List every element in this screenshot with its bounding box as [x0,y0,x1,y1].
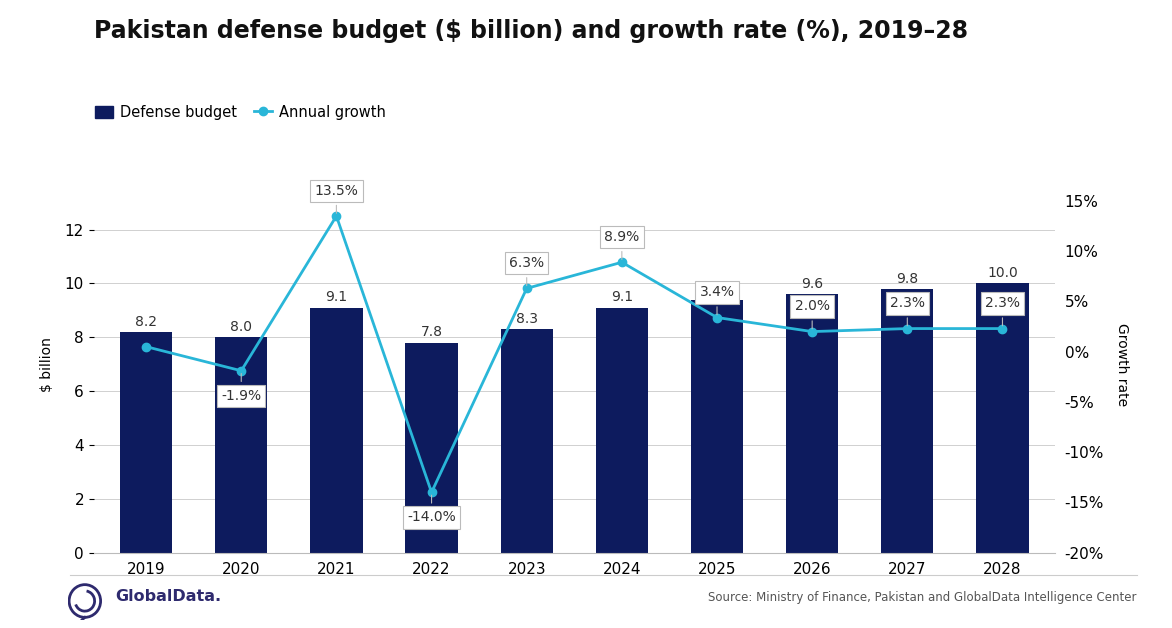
Bar [786,295,838,553]
Y-axis label: $ billion: $ billion [40,337,54,392]
Text: 9.1: 9.1 [611,291,633,305]
Legend: Defense budget, Annual growth: Defense budget, Annual growth [95,105,386,119]
Text: 3.4%: 3.4% [700,286,735,315]
Text: Source: Ministry of Finance, Pakistan and GlobalData Intelligence Center: Source: Ministry of Finance, Pakistan an… [708,591,1137,604]
Text: -1.9%: -1.9% [222,374,261,403]
Text: 8.3: 8.3 [516,312,538,326]
Text: 8.0: 8.0 [230,320,252,334]
Text: 8.2: 8.2 [135,315,157,328]
Bar [216,337,267,553]
Bar [881,289,933,553]
Bar [690,300,743,553]
Text: Pakistan defense budget ($ billion) and growth rate (%), 2019–28: Pakistan defense budget ($ billion) and … [94,19,968,43]
Bar [595,308,648,553]
Text: 9.8: 9.8 [897,272,919,286]
Text: 10.0: 10.0 [987,266,1017,280]
Text: -14.0%: -14.0% [407,495,456,524]
Text: 13.5%: 13.5% [314,184,359,214]
Text: 2.0%: 2.0% [795,300,830,329]
Text: 9.4: 9.4 [706,283,728,296]
Bar [976,283,1029,553]
Bar [120,332,172,553]
Text: 8.9%: 8.9% [605,230,640,259]
Text: 2.3%: 2.3% [984,296,1020,326]
Bar [311,308,362,553]
Text: 6.3%: 6.3% [509,256,544,286]
Bar [500,329,553,553]
Y-axis label: Growth rate: Growth rate [1115,323,1129,406]
Text: 9.1: 9.1 [326,291,347,305]
Text: GlobalData.: GlobalData. [115,589,222,604]
Text: 2.3%: 2.3% [890,296,925,326]
Text: 7.8: 7.8 [421,325,443,340]
Text: 9.6: 9.6 [802,277,823,291]
Bar [406,343,458,553]
